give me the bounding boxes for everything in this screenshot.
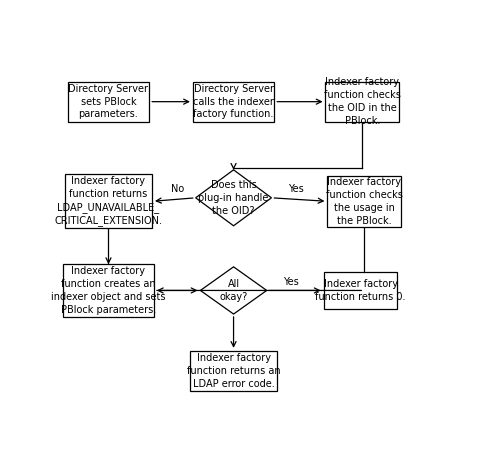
Text: Indexer factory
function creates an
indexer object and sets
PBlock parameters.: Indexer factory function creates an inde… <box>51 266 165 315</box>
FancyBboxPatch shape <box>189 351 277 391</box>
Polygon shape <box>200 267 266 314</box>
FancyBboxPatch shape <box>65 174 152 228</box>
FancyBboxPatch shape <box>326 176 401 227</box>
Text: Directory Server
calls the indexer
factory function.: Directory Server calls the indexer facto… <box>193 84 273 119</box>
Text: Does this
plug-in handle
the OID?: Does this plug-in handle the OID? <box>198 180 268 216</box>
FancyBboxPatch shape <box>192 82 274 122</box>
FancyBboxPatch shape <box>323 272 397 309</box>
Text: Yes: Yes <box>283 277 299 287</box>
FancyBboxPatch shape <box>63 264 154 317</box>
Text: Indexer factory
function returns 0.: Indexer factory function returns 0. <box>315 279 405 302</box>
Text: Indexer factory
function returns
LDAP_UNAVAILABLE_
CRITICAL_EXTENSION.: Indexer factory function returns LDAP_UN… <box>54 176 162 227</box>
Text: Directory Server
sets PBlock
parameters.: Directory Server sets PBlock parameters. <box>68 84 148 119</box>
Text: Indexer factory
function returns an
LDAP error code.: Indexer factory function returns an LDAP… <box>186 353 280 389</box>
Text: Indexer factory
function checks
the OID in the
PBlock.: Indexer factory function checks the OID … <box>324 78 400 126</box>
Text: No: No <box>171 184 184 194</box>
Text: All
okay?: All okay? <box>219 279 247 302</box>
Polygon shape <box>195 170 271 226</box>
FancyBboxPatch shape <box>325 82 399 122</box>
Text: Yes: Yes <box>287 184 303 194</box>
FancyBboxPatch shape <box>68 82 149 122</box>
Text: Indexer factory
function checks
the usage in
the PBlock.: Indexer factory function checks the usag… <box>325 177 402 226</box>
